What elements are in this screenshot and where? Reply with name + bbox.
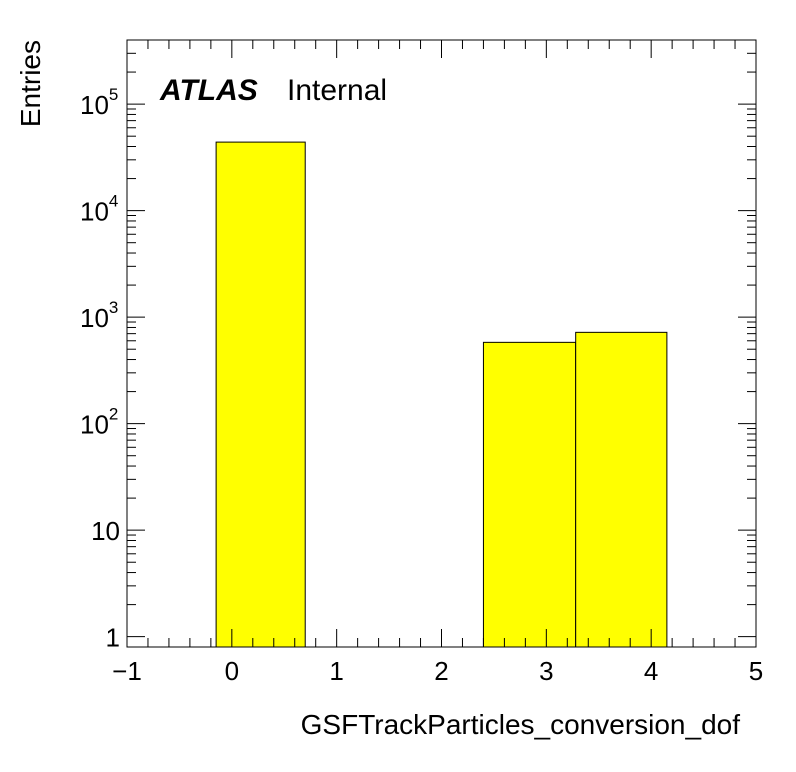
x-tick-label: 1 [329,656,343,686]
atlas-status-label: Internal [287,74,387,107]
histogram-bars [215,141,668,648]
y-axis-title: Entries [15,40,46,127]
axis-ticks [126,39,757,647]
y-tick-exponent: 2 [109,405,118,424]
histogram-bar-2 [482,341,577,648]
y-tick-label: 102 [80,405,118,440]
y-tick-label: 1 [106,623,120,653]
x-tick-label: 2 [434,656,448,686]
x-tick-labels: −1 0 1 2 3 4 5 [112,656,763,686]
x-tick-label: 5 [749,656,763,686]
x-tick-label: 0 [225,656,239,686]
x-tick-label: 3 [539,656,553,686]
atlas-label: ATLAS [159,74,258,107]
x-tick-label: 4 [644,656,658,686]
histogram-bar-3 [575,331,668,648]
histogram-bar-0 [215,141,306,648]
y-tick-exponent: 5 [109,85,118,104]
y-tick-exponent: 3 [109,298,118,317]
y-tick-label: 10 [91,516,120,546]
y-tick-label: 103 [80,298,118,333]
y-tick-label: 104 [80,192,118,227]
y-tick-labels: 1 10 102 103 104 105 [80,85,120,653]
x-axis-title: GSFTrackParticles_conversion_dof [301,709,741,740]
y-tick-label: 105 [80,85,118,120]
x-tick-label: −1 [112,656,142,686]
y-tick-exponent: 4 [109,192,118,211]
